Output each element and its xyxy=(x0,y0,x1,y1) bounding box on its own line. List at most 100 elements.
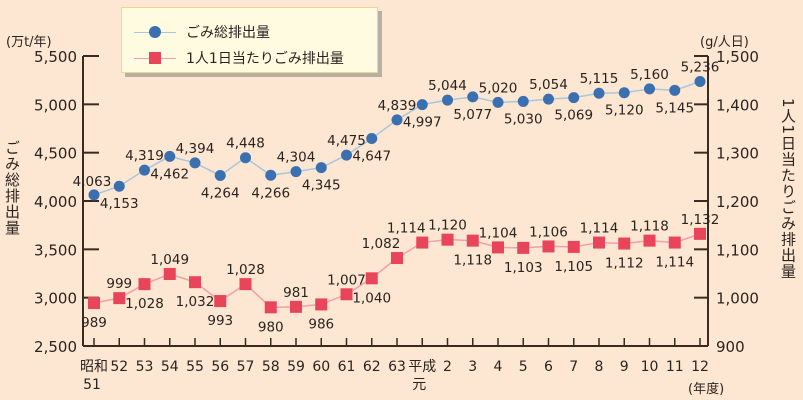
total-data-point xyxy=(517,95,529,107)
per-capita-data-point xyxy=(416,236,429,249)
per-capita-value-label: 1,132 xyxy=(681,212,720,228)
per-capita-value-label: 1,118 xyxy=(453,253,492,269)
legend-entry-total: ごみ総排出量 xyxy=(134,22,270,42)
legend-label-total: ごみ総排出量 xyxy=(186,25,270,41)
per-capita-value-label: 1,007 xyxy=(327,272,366,288)
per-capita-data-point xyxy=(517,241,530,254)
total-value-label: 5,044 xyxy=(428,78,467,94)
per-capita-data-point xyxy=(542,240,555,253)
per-capita-value-label: 993 xyxy=(207,313,233,329)
svg-text:53: 53 xyxy=(136,359,154,375)
total-value-label: 4,997 xyxy=(403,115,442,131)
total-data-point xyxy=(139,164,150,176)
total-data-point xyxy=(669,84,681,96)
total-value-label: 5,145 xyxy=(655,100,694,116)
legend-label-per-capita: 1人1日当たりごみ排出量 xyxy=(186,51,344,67)
left-tick-label: 3,000 xyxy=(34,290,77,308)
per-capita-data-point xyxy=(214,295,227,308)
per-capita-value-label: 1,112 xyxy=(605,256,644,272)
total-value-label: 4,475 xyxy=(327,133,366,149)
right-tick-label: 1,000 xyxy=(716,290,759,308)
per-capita-data-point xyxy=(567,240,580,253)
total-value-label: 4,839 xyxy=(378,98,417,114)
total-value-label: 5,236 xyxy=(681,60,720,76)
total-data-point xyxy=(240,152,251,164)
svg-text:55: 55 xyxy=(186,359,204,375)
left-axis-title: ごみ総排出量 xyxy=(3,140,21,236)
per-capita-data-point xyxy=(340,288,353,301)
total-data-point xyxy=(341,149,352,161)
per-capita-data-point xyxy=(643,234,656,247)
per-capita-data-point xyxy=(138,278,151,291)
right-axis-unit: (g/人日) xyxy=(700,35,749,50)
right-tick-label: 900 xyxy=(716,338,745,356)
total-data-point xyxy=(164,150,176,162)
total-data-point xyxy=(568,92,580,104)
legend-entry-per-capita: 1人1日当たりごみ排出量 xyxy=(134,48,344,68)
per-capita-data-point xyxy=(290,300,302,313)
per-capita-data-point xyxy=(492,241,504,254)
right-tick-label: 1,200 xyxy=(716,193,759,211)
svg-text:9: 9 xyxy=(620,359,629,375)
per-capita-data-point xyxy=(264,301,277,314)
total-value-label: 4,462 xyxy=(150,166,189,182)
total-value-label: 4,153 xyxy=(100,196,139,212)
left-tick-label: 4,500 xyxy=(34,145,77,163)
per-capita-data-point xyxy=(694,227,706,240)
total-value-label: 4,304 xyxy=(277,150,316,166)
per-capita-value-label: 986 xyxy=(308,316,334,332)
per-capita-data-point xyxy=(163,267,176,280)
svg-text:11: 11 xyxy=(666,359,684,375)
svg-text:平成: 平成 xyxy=(408,359,436,375)
total-data-point xyxy=(366,132,378,144)
per-capita-value-label: 1,120 xyxy=(428,218,467,234)
per-capita-data-point xyxy=(239,278,252,291)
left-axis-unit: (万t/年) xyxy=(6,35,52,50)
total-value-label: 5,077 xyxy=(453,107,492,123)
svg-text:昭和: 昭和 xyxy=(80,359,108,375)
per-capita-value-label: 1,114 xyxy=(655,255,694,271)
per-capita-value-label: 1,114 xyxy=(387,221,426,237)
chart-legend: ごみ総排出量 1人1日当たりごみ排出量 xyxy=(121,7,378,73)
total-value-label: 4,264 xyxy=(201,185,240,201)
svg-text:12: 12 xyxy=(691,359,709,375)
total-value-label: 5,030 xyxy=(504,111,543,127)
per-capita-value-label: 1,114 xyxy=(580,221,619,237)
total-value-label: 5,069 xyxy=(554,108,593,124)
svg-text:51: 51 xyxy=(83,377,101,393)
svg-text:59: 59 xyxy=(287,359,305,375)
total-value-label: 5,020 xyxy=(479,80,518,96)
svg-text:56: 56 xyxy=(211,359,229,375)
per-capita-value-label: 1,040 xyxy=(352,290,391,306)
per-capita-data-point xyxy=(391,252,403,265)
total-value-label: 4,394 xyxy=(176,141,215,157)
total-value-label: 4,345 xyxy=(302,178,341,194)
per-capita-value-label: 1,104 xyxy=(479,225,518,241)
per-capita-data-point xyxy=(441,233,454,246)
svg-text:6: 6 xyxy=(544,359,553,375)
total-data-point xyxy=(492,96,504,108)
right-tick-label: 1,100 xyxy=(716,241,759,259)
svg-text:8: 8 xyxy=(595,359,604,375)
per-capita-value-label: 1,082 xyxy=(362,236,401,252)
per-capita-data-point xyxy=(365,272,378,285)
left-tick-label: 5,500 xyxy=(34,48,77,66)
per-capita-value-label: 1,049 xyxy=(150,252,189,268)
total-data-point xyxy=(189,157,201,169)
legend-square-marker-icon xyxy=(134,52,176,64)
total-value-label: 5,115 xyxy=(580,71,619,87)
total-data-point xyxy=(593,87,605,99)
total-value-label: 4,448 xyxy=(226,136,265,152)
per-capita-data-point xyxy=(668,236,681,249)
svg-text:52: 52 xyxy=(110,359,128,375)
left-tick-label: 2,500 xyxy=(34,338,77,356)
total-value-label: 4,647 xyxy=(352,148,391,164)
legend-circle-marker-icon xyxy=(134,26,176,38)
svg-text:60: 60 xyxy=(312,359,330,375)
per-capita-value-label: 1,105 xyxy=(554,259,593,275)
right-tick-label: 1,500 xyxy=(716,48,759,66)
svg-text:5: 5 xyxy=(519,359,528,375)
total-data-point xyxy=(214,169,226,181)
right-tick-label: 1,300 xyxy=(716,145,759,163)
